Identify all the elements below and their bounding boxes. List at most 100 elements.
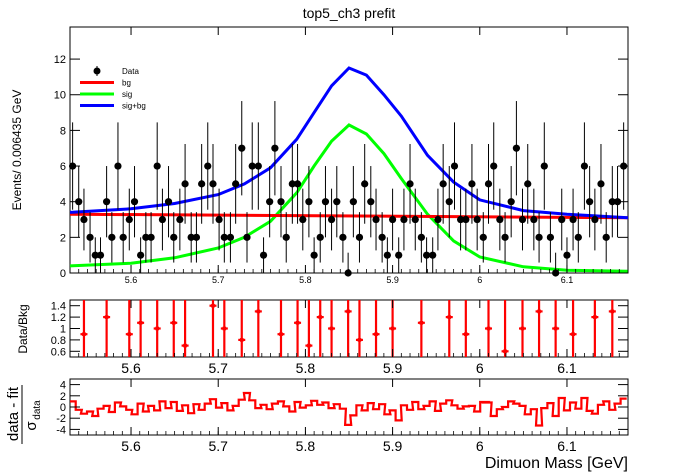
- data-point: [147, 233, 155, 241]
- data-point: [400, 215, 408, 224]
- ratio-point: [329, 326, 334, 331]
- ratio-point: [374, 332, 378, 336]
- pull-y-axis-label: data - fit σ data: [5, 385, 43, 444]
- ratio-point: [307, 343, 311, 348]
- ratio-point: [571, 332, 575, 336]
- ratio-point: [127, 332, 132, 336]
- data-point: [540, 162, 548, 170]
- data-point: [316, 233, 324, 241]
- pull-y-axis-label-top: data - fit: [5, 386, 22, 441]
- data-point: [591, 215, 599, 224]
- ratio-panel: 5.6 5.7 5.8 5.9 6 6.1 0.60.811.21.4 Data/Bkg: [16, 299, 629, 376]
- data-point: [288, 180, 296, 188]
- data-point: [248, 162, 256, 170]
- data-point: [501, 233, 509, 241]
- data-point: [524, 180, 532, 188]
- data-point: [417, 233, 425, 241]
- legend: Data bg sig sig+bg: [80, 66, 146, 111]
- ratio-point: [346, 309, 350, 314]
- data-point: [114, 162, 122, 170]
- ratio-point: [419, 321, 424, 325]
- ratio-point: [222, 326, 227, 331]
- data-point: [473, 215, 481, 224]
- y-tick-label: 4: [60, 380, 66, 392]
- data-point: [220, 233, 228, 241]
- x-tick-label: 6.1: [557, 438, 577, 454]
- data-point: [153, 162, 161, 170]
- data-point: [479, 233, 487, 241]
- data-point: [271, 144, 279, 152]
- data-point: [103, 198, 111, 206]
- data-point: [378, 233, 386, 241]
- x-tick-label: 6.1: [557, 360, 577, 376]
- x-tick-label: 5.6: [121, 438, 141, 454]
- data-point: [339, 233, 347, 241]
- ratio-point: [593, 315, 597, 319]
- data-point: [457, 215, 465, 224]
- y-tick-label: 1: [60, 324, 66, 336]
- ratio-point: [537, 309, 541, 314]
- y-tick-label: 12: [54, 54, 66, 66]
- x-tick-label: 6: [477, 275, 482, 285]
- data-point: [209, 180, 217, 188]
- data-point: [496, 215, 504, 224]
- chart-title: top5_ch3 prefit: [303, 5, 396, 21]
- data-point: [344, 269, 352, 277]
- ratio-point: [520, 326, 525, 331]
- data-point: [192, 233, 201, 241]
- y-tick-label: 2: [60, 232, 66, 244]
- data-point: [321, 198, 330, 206]
- x-tick-label: 5.8: [299, 275, 312, 285]
- data-point: [142, 233, 150, 241]
- data-point: [450, 162, 459, 170]
- data-point: [468, 180, 476, 188]
- data-point: [349, 198, 357, 206]
- data-point: [215, 215, 223, 224]
- data-point: [164, 198, 173, 206]
- pull-y-axis-label-sigma-index: data: [32, 400, 43, 420]
- data-point: [490, 162, 498, 170]
- ratio-point: [295, 321, 300, 325]
- data-point: [608, 198, 616, 206]
- ratio-point: [138, 321, 143, 325]
- data-point: [158, 215, 167, 224]
- x-tick-label: 5.9: [383, 360, 403, 376]
- curve-sig-plus-bg: [69, 66, 629, 220]
- ratio-point: [155, 326, 159, 331]
- data-point: [597, 180, 605, 188]
- ratio-point: [610, 309, 615, 314]
- y-tick-label: 0.6: [51, 346, 66, 358]
- x-tick-label: 6.1: [561, 275, 574, 285]
- x-tick-label: 5.7: [212, 275, 225, 285]
- legend-label: sig+bg: [122, 102, 146, 111]
- data-point: [518, 215, 527, 224]
- data-point: [546, 233, 555, 241]
- data-point: [176, 215, 184, 224]
- data-point: [91, 251, 99, 259]
- x-tick-label: 5.7: [208, 360, 228, 376]
- y-tick-label: 4: [60, 197, 66, 209]
- data-point: [108, 233, 116, 241]
- ratio-point: [357, 338, 362, 342]
- data-point: [243, 233, 251, 241]
- ratio-point: [553, 326, 558, 331]
- main-panel: 5.6 5.7 5.8 5.9 6 6.1 0 2 4 6 8 10 12 Events/ 0.0064…: [10, 26, 629, 285]
- x-tick-label: 6: [476, 438, 484, 454]
- y-tick-label: 8: [60, 125, 66, 137]
- data-point: [277, 198, 285, 206]
- legend-label: Data: [122, 67, 139, 76]
- x-tick-label: 5.7: [208, 438, 228, 454]
- y-tick-label: 0: [60, 268, 66, 280]
- data-point: [395, 251, 403, 259]
- ratio-point: [104, 315, 109, 319]
- pull-y-axis-label-sigma: σ: [23, 421, 40, 431]
- x-tick-label: 5.9: [383, 438, 403, 454]
- data-point: [130, 198, 139, 206]
- data-point: [299, 215, 307, 224]
- data-point: [602, 233, 610, 241]
- data-point: [119, 233, 127, 241]
- data-point: [170, 233, 178, 241]
- ratio-point: [183, 343, 187, 348]
- x-axis-label: Dimuon Mass [GeV]: [485, 455, 628, 472]
